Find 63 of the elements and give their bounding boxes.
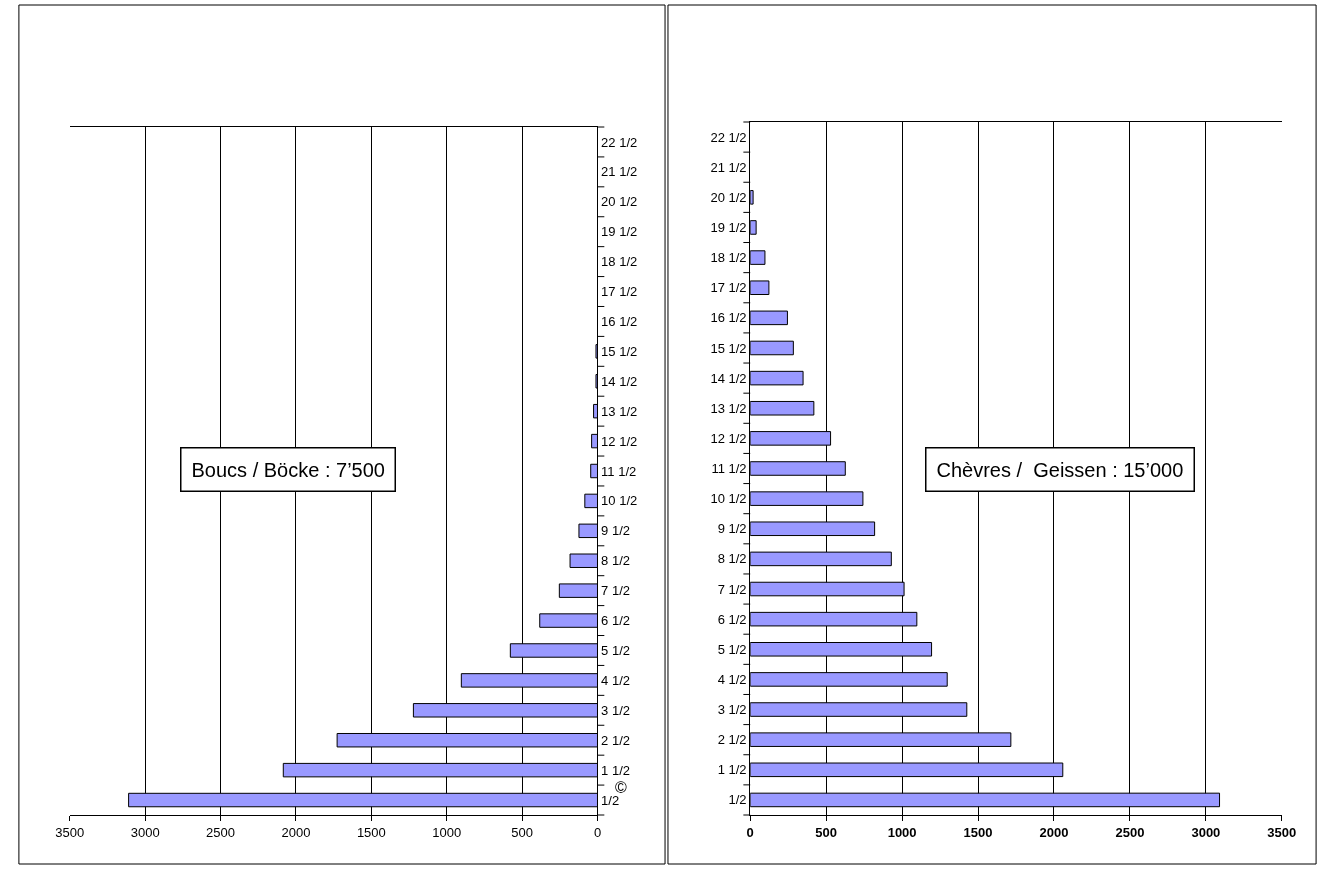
- y-tick-label: 15 1/2: [710, 340, 747, 356]
- annotation: Boucs / Böcke : 7’500: [191, 458, 385, 481]
- y-tick-label: 22 1/2: [601, 134, 638, 150]
- y-tick-label: 3 1/2: [717, 702, 747, 718]
- x-tick-label: 1500: [963, 824, 993, 840]
- y-tick-label: 18 1/2: [601, 254, 638, 270]
- y-tick-label: 7 1/2: [717, 581, 747, 597]
- y-tick-label: 14 1/2: [710, 370, 747, 386]
- y-tick-label: 21 1/2: [710, 159, 747, 175]
- y-tick-label: 13 1/2: [710, 400, 747, 416]
- y-tick-label: 8 1/2: [601, 553, 631, 569]
- y-tick-label: 1 1/2: [717, 762, 747, 778]
- y-tick-label: 9 1/2: [601, 523, 631, 539]
- x-tick-label: 500: [511, 824, 533, 840]
- x-tick-label: 3000: [1191, 824, 1221, 840]
- x-tick-label: 2500: [206, 824, 236, 840]
- y-tick-label: 9 1/2: [717, 521, 747, 537]
- y-tick-label: 2 1/2: [717, 732, 747, 748]
- y-tick-label: 19 1/2: [601, 224, 638, 240]
- y-tick-label: 8 1/2: [717, 551, 747, 567]
- x-tick-label: 0: [593, 824, 602, 840]
- y-tick-label: 19 1/2: [710, 220, 747, 236]
- x-tick-label: 3500: [1267, 824, 1297, 840]
- y-tick-label: 1/2: [728, 792, 747, 808]
- x-tick-label: 3500: [55, 824, 85, 840]
- x-tick-label: 1000: [887, 824, 917, 840]
- y-tick-label: 12 1/2: [601, 433, 638, 449]
- x-tick-label: 1500: [356, 824, 386, 840]
- y-tick-label: 3 1/2: [601, 702, 631, 718]
- x-tick-label: 3000: [130, 824, 160, 840]
- y-tick-label: 15 1/2: [601, 343, 638, 359]
- x-tick-label: 500: [815, 824, 838, 840]
- y-tick-label: 12 1/2: [710, 430, 747, 446]
- y-tick-label: 7 1/2: [601, 583, 631, 599]
- y-tick-label: 22 1/2: [710, 129, 747, 145]
- y-tick-label: 10 1/2: [601, 493, 638, 509]
- x-tick-label: 0: [746, 824, 754, 840]
- y-tick-label: 1 1/2: [601, 762, 631, 778]
- y-tick-label: 14 1/2: [601, 373, 638, 389]
- annotation: Chèvres / Geissen : 15’000: [936, 458, 1184, 481]
- y-tick-label: 4 1/2: [601, 672, 631, 688]
- y-tick-label: 6 1/2: [717, 611, 747, 627]
- y-tick-label: 10 1/2: [710, 491, 747, 507]
- y-tick-label: 18 1/2: [710, 250, 747, 266]
- y-tick-label: 2 1/2: [601, 732, 631, 748]
- x-tick-label: 1000: [432, 824, 462, 840]
- y-tick-label: 17 1/2: [710, 280, 747, 296]
- y-tick-label: 13 1/2: [601, 403, 638, 419]
- y-tick-label: 11 1/2: [711, 461, 747, 477]
- y-tick-label: 20 1/2: [601, 194, 638, 210]
- y-tick-label: 5 1/2: [601, 643, 631, 659]
- x-tick-label: 2000: [1039, 824, 1069, 840]
- y-tick-label: 16 1/2: [710, 310, 747, 326]
- y-tick-label: 4 1/2: [717, 671, 747, 687]
- y-tick-label: 11 1/2: [601, 463, 637, 479]
- y-tick-label: 21 1/2: [601, 164, 638, 180]
- x-tick-label: 2000: [281, 824, 311, 840]
- x-tick-label: 2500: [1115, 824, 1145, 840]
- y-tick-label: 6 1/2: [601, 613, 631, 629]
- y-tick-label: 16 1/2: [601, 313, 638, 329]
- y-tick-label: 5 1/2: [717, 641, 747, 657]
- y-tick-label: 20 1/2: [710, 189, 747, 205]
- y-tick-label: 17 1/2: [601, 284, 638, 300]
